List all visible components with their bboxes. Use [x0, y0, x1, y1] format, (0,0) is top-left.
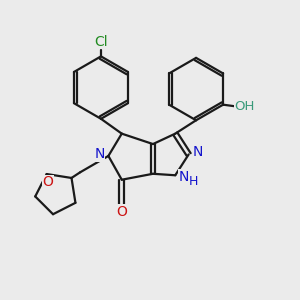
Text: Cl: Cl: [94, 34, 108, 49]
Text: H: H: [189, 175, 198, 188]
Text: N: N: [94, 148, 105, 161]
Text: N: N: [179, 170, 189, 184]
Text: OH: OH: [235, 100, 255, 113]
Text: O: O: [43, 176, 54, 189]
Text: O: O: [116, 205, 127, 218]
Text: N: N: [192, 145, 203, 159]
